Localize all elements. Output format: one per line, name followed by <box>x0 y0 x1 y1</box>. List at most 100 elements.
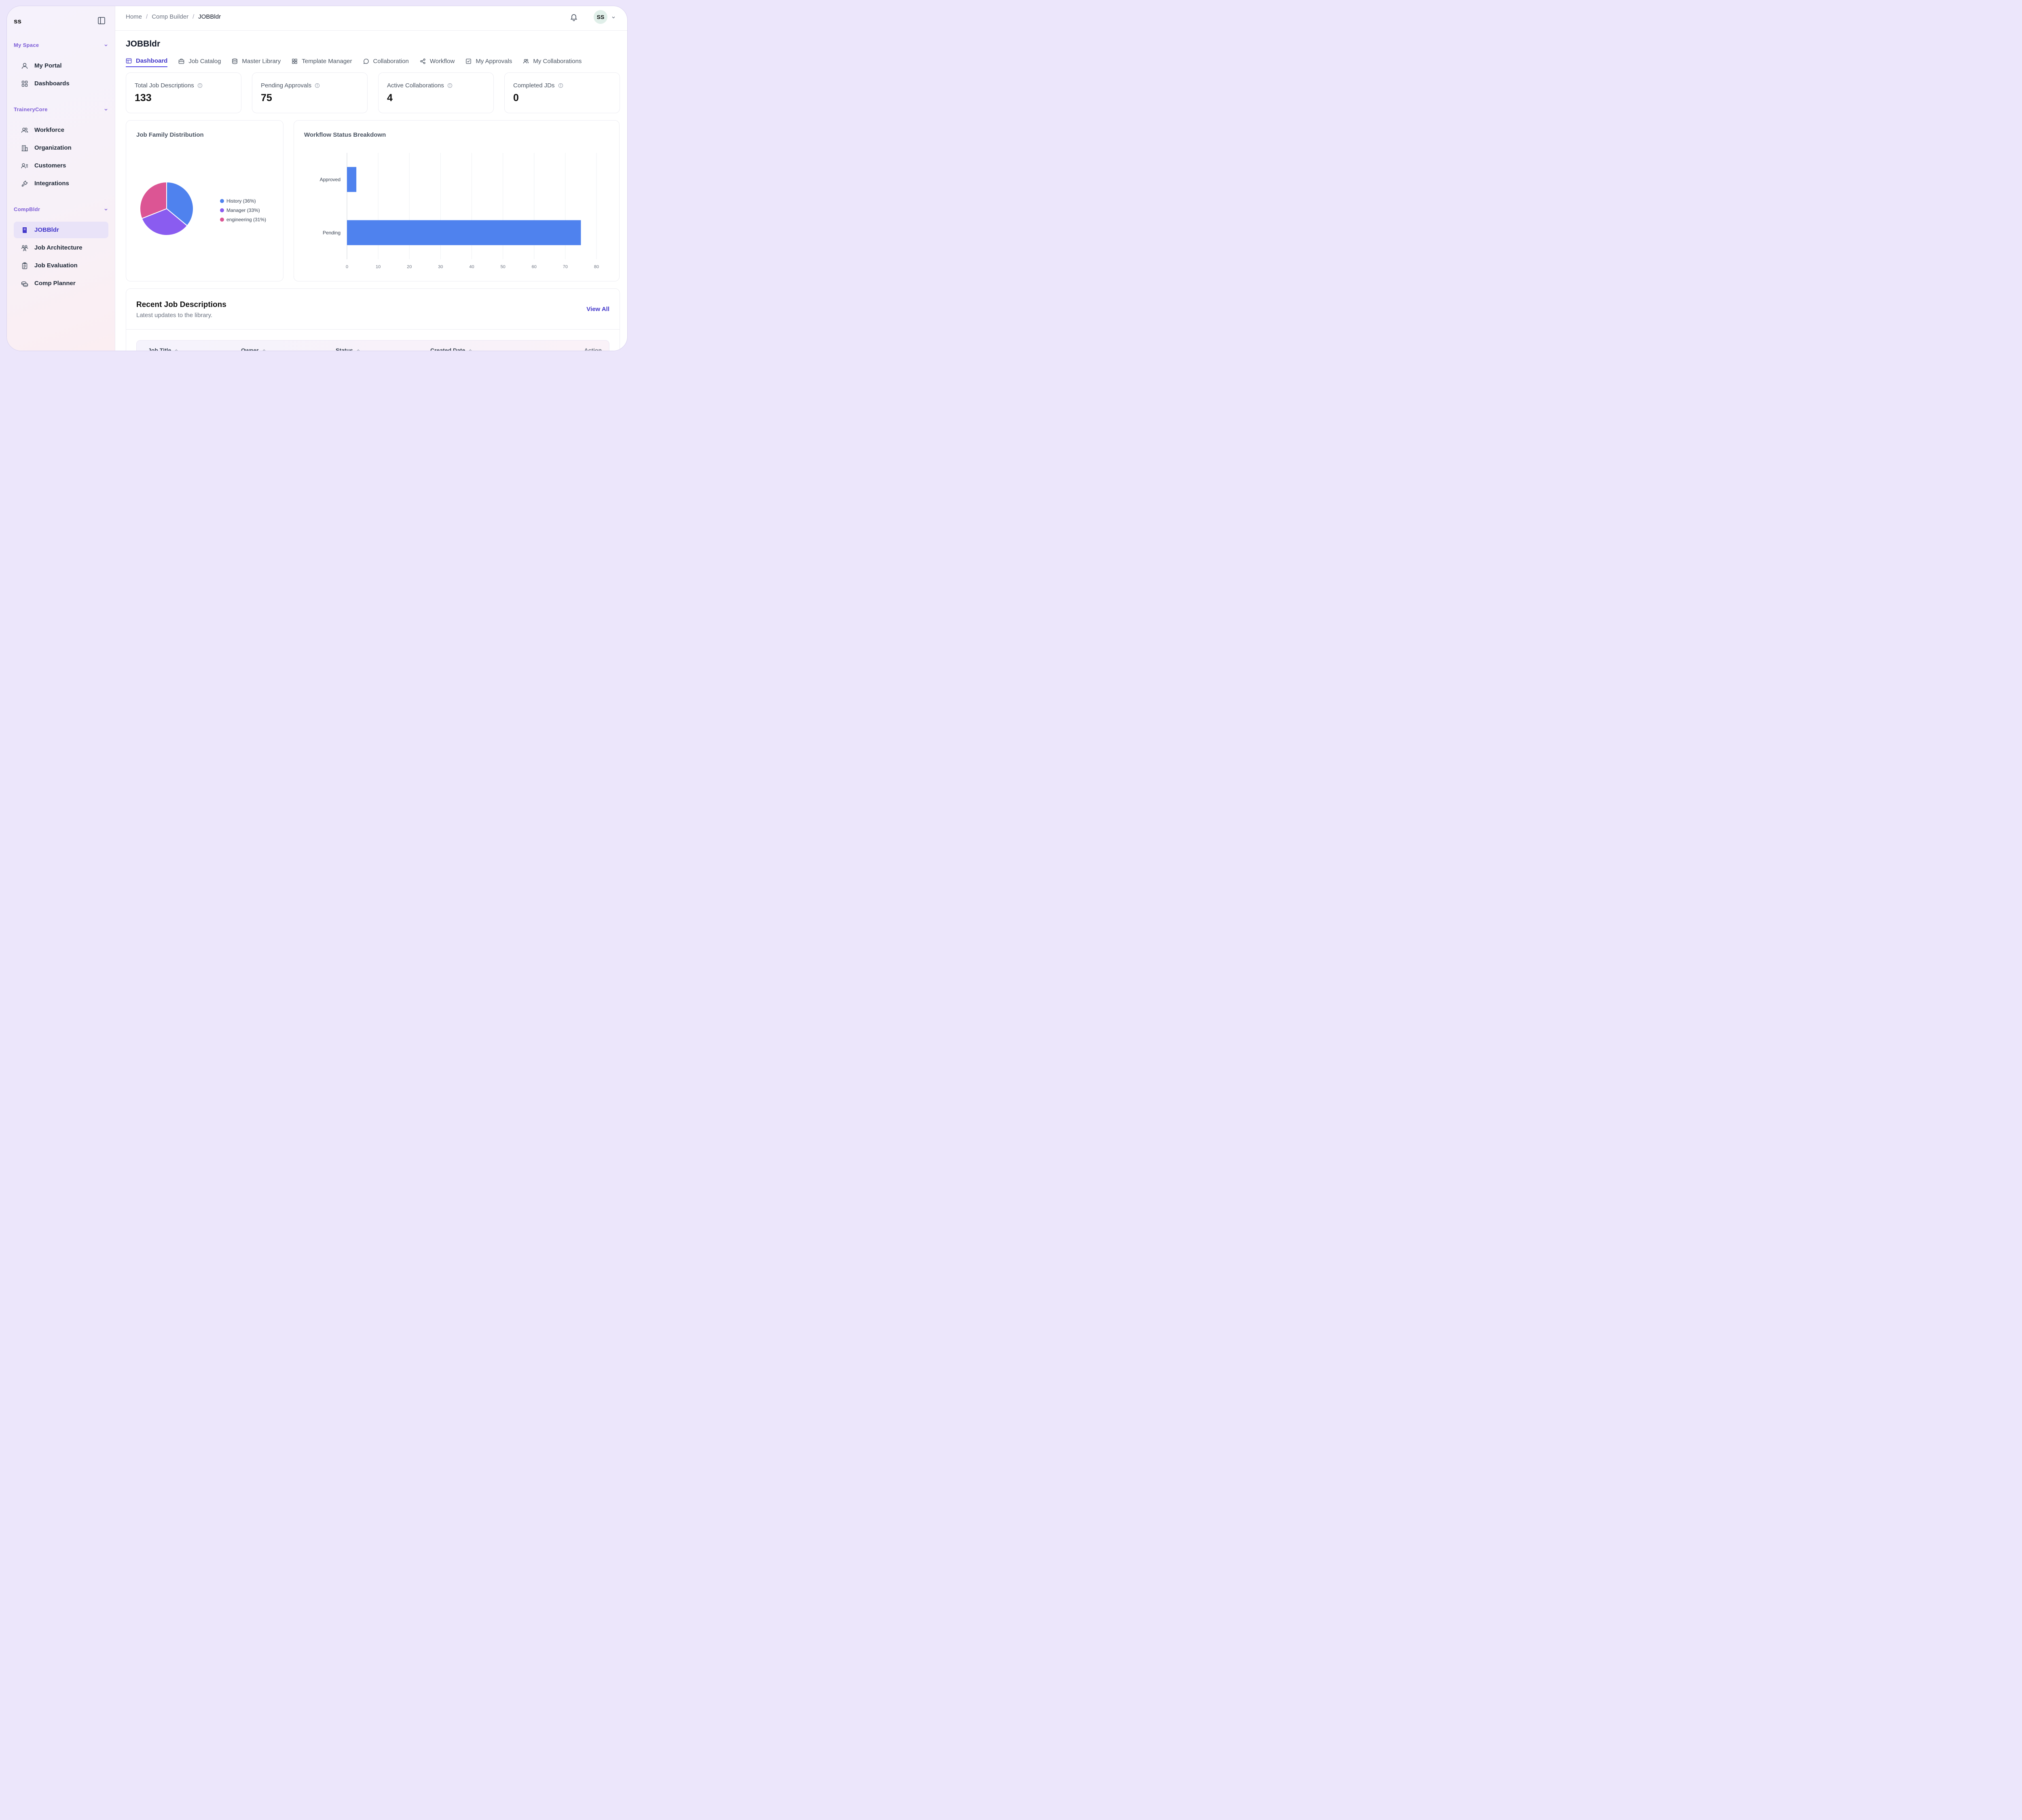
bell-icon[interactable] <box>570 13 578 21</box>
column-header-created-date[interactable]: Created Date <box>430 347 472 351</box>
breadcrumb-separator: / <box>146 13 148 20</box>
sort-icon <box>469 349 472 351</box>
legend-label: Manager (33%) <box>226 207 260 213</box>
x-tick-label: 50 <box>501 265 506 269</box>
chart-title: Job Family Distribution <box>136 131 204 138</box>
section-title: Recent Job Descriptions <box>136 301 226 309</box>
sidebar-item-job-evaluation[interactable]: Job Evaluation <box>14 257 108 274</box>
pie-legend: History (36%) Manager (33%) engineering (3… <box>220 196 266 224</box>
sidebar-item-organization[interactable]: Organization <box>14 140 108 156</box>
breadcrumb-current: JOBBldr <box>198 13 221 20</box>
grid-icon <box>292 58 298 64</box>
bar-pending[interactable] <box>347 220 581 245</box>
tab-master-library[interactable]: Master Library <box>232 56 281 66</box>
legend-label: engineering (31%) <box>226 216 266 222</box>
tab-template-manager[interactable]: Template Manager <box>292 56 352 66</box>
legend-item: History (36%) <box>220 196 266 205</box>
user-icon <box>21 63 28 69</box>
plug-icon <box>21 180 28 186</box>
breadcrumb-home[interactable]: Home <box>126 13 142 20</box>
column-header-owner[interactable]: Owner <box>241 347 266 351</box>
y-category-label: Pending <box>323 230 341 235</box>
section-my-space[interactable]: My Space <box>14 42 108 48</box>
brand-logo: ss <box>14 17 21 25</box>
info-icon[interactable] <box>558 83 563 88</box>
info-icon[interactable] <box>197 83 203 88</box>
tab-my-approvals[interactable]: My Approvals <box>465 56 512 66</box>
section-subtitle: Latest updates to the library. <box>136 312 213 319</box>
column-header-action: Action <box>584 347 602 351</box>
bar-approved[interactable] <box>347 167 357 192</box>
bar-chart: 0 10 20 30 40 50 60 70 80 Approved Pending <box>320 153 599 269</box>
legend-swatch <box>220 217 224 222</box>
stat-value: 133 <box>135 92 152 104</box>
breadcrumb-comp-builder[interactable]: Comp Builder <box>152 13 189 20</box>
table-header: Job Title Owner Status Created Date Acti… <box>136 340 609 351</box>
stat-value: 75 <box>261 92 272 104</box>
sidebar-item-dashboards[interactable]: Dashboards <box>14 75 108 92</box>
chevron-down-icon <box>104 208 108 211</box>
sidebar-item-jobbldr[interactable]: JOBBldr <box>14 222 108 238</box>
legend-label: History (36%) <box>226 198 256 204</box>
legend-item: engineering (31%) <box>220 215 266 224</box>
tab-job-catalog[interactable]: Job Catalog <box>178 56 221 66</box>
tab-workflow[interactable]: Workflow <box>420 56 455 66</box>
column-header-job-title[interactable]: Job Title <box>148 347 178 351</box>
section-compbldr[interactable]: CompBldr <box>14 206 108 212</box>
tab-bar: Dashboard Job Catalog Master Library Tem… <box>126 56 592 67</box>
workflow-status-chart-card: Workflow Status Breakdown 0 10 20 30 40 50 60 7… <box>294 120 620 281</box>
avatar[interactable]: SS <box>594 10 607 24</box>
stat-value: 4 <box>387 92 393 104</box>
pie-slice-0[interactable] <box>166 181 194 226</box>
divider <box>126 329 620 330</box>
users-icon <box>21 127 28 133</box>
chevron-down-icon <box>104 44 108 47</box>
job-family-chart-card: Job Family Distribution History (36%) Man… <box>126 120 283 281</box>
breadcrumb: Home / Comp Builder / JOBBldr <box>126 13 221 20</box>
column-header-status[interactable]: Status <box>336 347 360 351</box>
pie-slice-2[interactable] <box>140 181 167 219</box>
x-tick-label: 10 <box>376 265 381 269</box>
sidebar: ss My Space My Portal Dashboards Trainer… <box>7 6 115 351</box>
database-icon <box>232 58 238 64</box>
users-icon <box>523 59 529 63</box>
x-tick-label: 60 <box>532 265 537 269</box>
sidebar-item-customers[interactable]: Customers <box>14 157 108 174</box>
app-window: ss My Space My Portal Dashboards Trainer… <box>6 6 628 351</box>
chat-icon <box>363 58 369 64</box>
coins-icon <box>21 281 28 287</box>
book-icon <box>23 227 27 233</box>
tab-collaboration[interactable]: Collaboration <box>363 56 409 66</box>
x-tick-label: 80 <box>594 265 599 269</box>
pie-slice-1[interactable] <box>141 208 188 236</box>
info-icon[interactable] <box>315 83 320 88</box>
sidebar-item-job-architecture[interactable]: Job Architecture <box>14 239 108 256</box>
stat-card-completed-jds: Completed JDs 0 <box>504 72 620 113</box>
x-tick-label: 0 <box>346 265 348 269</box>
sort-icon <box>357 349 360 351</box>
tab-dashboard[interactable]: Dashboard <box>126 56 168 67</box>
x-tick-label: 70 <box>563 265 568 269</box>
sidebar-item-comp-planner[interactable]: Comp Planner <box>14 275 108 292</box>
sort-icon <box>175 349 178 351</box>
pie-chart <box>140 181 194 236</box>
x-tick-label: 30 <box>438 265 443 269</box>
briefcase-icon <box>179 58 184 64</box>
main-content: JOBBldr Dashboard Job Catalog Master Lib… <box>115 31 627 351</box>
y-category-label: Approved <box>320 177 341 182</box>
sidebar-item-integrations[interactable]: Integrations <box>14 175 108 192</box>
tab-my-collaborations[interactable]: My Collaborations <box>523 56 582 66</box>
info-icon[interactable] <box>447 83 453 88</box>
grid-icon <box>21 80 28 87</box>
sidebar-item-workforce[interactable]: Workforce <box>14 122 108 138</box>
sidebar-toggle-icon[interactable] <box>97 17 106 25</box>
chevron-down-icon[interactable] <box>611 15 616 20</box>
user-list-icon <box>21 163 28 168</box>
section-trainerycore[interactable]: TraineryCore <box>14 106 108 112</box>
sidebar-item-my-portal[interactable]: My Portal <box>14 57 108 74</box>
view-all-link[interactable]: View All <box>586 306 609 313</box>
top-bar: Home / Comp Builder / JOBBldr SS <box>115 6 627 31</box>
team-icon <box>21 245 28 251</box>
legend-swatch <box>220 208 224 212</box>
breadcrumb-separator: / <box>192 13 195 20</box>
